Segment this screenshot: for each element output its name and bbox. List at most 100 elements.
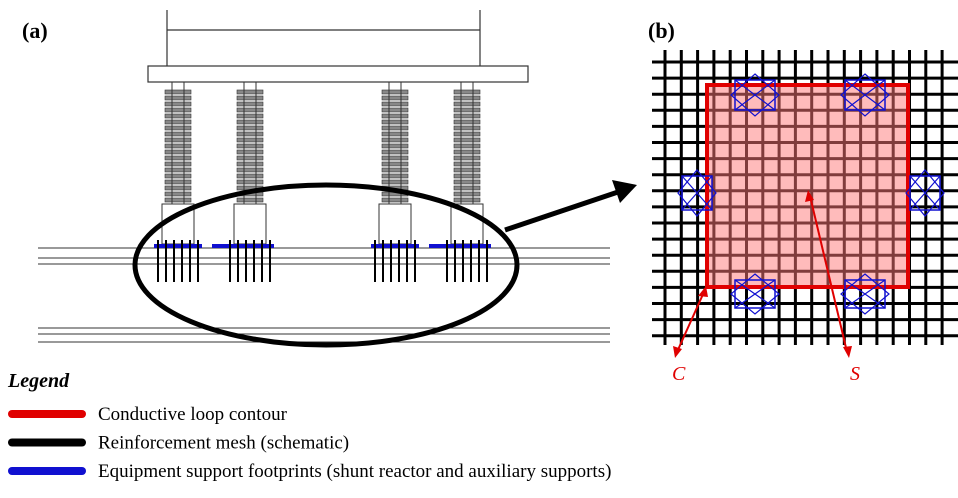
insulator-rib: [164, 167, 192, 173]
insulator-rib: [236, 89, 264, 95]
footprint: [730, 273, 780, 315]
insulator-rib: [236, 155, 264, 161]
insulator-rib: [453, 191, 481, 197]
pedestal: [233, 203, 267, 245]
insulator-rib: [164, 155, 192, 161]
insulator-rib: [236, 137, 264, 143]
insulator-rib: [381, 119, 409, 125]
arrow-head: [612, 180, 637, 203]
footprint: [734, 279, 776, 309]
legend: Conductive loop contour Reinforcement mes…: [8, 404, 611, 482]
highlight-ellipse: [132, 182, 520, 348]
insulator-rib: [381, 149, 409, 155]
arrow-head: [805, 190, 814, 202]
insulator-rib: [381, 101, 409, 107]
insulator-rib: [236, 125, 264, 131]
insulator-rib: [164, 161, 192, 167]
insulator-rib: [453, 101, 481, 107]
insulator-core: [171, 81, 185, 205]
insulator-rib: [453, 89, 481, 95]
insulator-core: [243, 81, 257, 205]
footprint: [734, 79, 776, 111]
insulator-rib: [453, 167, 481, 173]
insulator-rib: [236, 107, 264, 113]
footprint: [840, 73, 890, 117]
insulator-rib: [164, 119, 192, 125]
insulator-rib: [453, 95, 481, 101]
legend-label: Reinforcement mesh (schematic): [98, 433, 349, 454]
insulator-rib: [236, 197, 264, 203]
footprint: [909, 175, 941, 211]
insulator-rib: [164, 173, 192, 179]
insulator-rib: [453, 125, 481, 131]
insulator-rib: [381, 155, 409, 161]
insulator-core: [460, 81, 474, 205]
insulator-rib: [236, 179, 264, 185]
insulator-rib: [164, 89, 192, 95]
insulator-rib: [164, 113, 192, 119]
panel-b-drawing: [652, 50, 958, 358]
insulator-rib: [453, 197, 481, 203]
panel-a-drawing: [38, 10, 610, 343]
insulator-rib: [453, 155, 481, 161]
insulator-rib: [236, 161, 264, 167]
insulator-rib: [453, 173, 481, 179]
insulator-rib: [381, 89, 409, 95]
insulator-rib: [236, 143, 264, 149]
insulator-rib: [236, 131, 264, 137]
contour-pointer: [676, 291, 705, 353]
insulator-core: [388, 81, 402, 205]
insulator-rib: [453, 131, 481, 137]
contour-label: C: [672, 363, 686, 385]
insulator-rib: [236, 173, 264, 179]
insulator-rib: [164, 197, 192, 203]
insulator-rib: [381, 161, 409, 167]
insulator-rib: [453, 137, 481, 143]
legend-title: Legend: [7, 370, 70, 392]
insulator-rib: [164, 185, 192, 191]
insulator-rib: [381, 179, 409, 185]
panel-a-label: (a): [22, 18, 48, 43]
insulator-rib: [164, 95, 192, 101]
pedestal: [378, 203, 412, 245]
footprint: [840, 273, 890, 315]
insulator-rib: [453, 107, 481, 113]
insulator-rib: [381, 143, 409, 149]
insulator-rib: [236, 119, 264, 125]
footprint: [681, 175, 713, 211]
surface-label: S: [850, 363, 860, 385]
footprint: [844, 279, 886, 309]
insulator-rib: [381, 173, 409, 179]
footprint: [844, 79, 886, 111]
insulator-rib: [236, 95, 264, 101]
insulator-rib: [381, 107, 409, 113]
footprint: [730, 73, 780, 117]
insulator-rib: [236, 167, 264, 173]
insulator-rib: [164, 125, 192, 131]
legend-label: Conductive loop contour: [98, 404, 288, 425]
insulator-rib: [381, 197, 409, 203]
legend-label: Equipment support footprints (shunt reac…: [98, 461, 611, 482]
insulator-rib: [453, 119, 481, 125]
insulator-rib: [453, 149, 481, 155]
insulator-rib: [164, 143, 192, 149]
arrow-head: [843, 346, 852, 358]
insulator-rib: [453, 113, 481, 119]
insulator-rib: [236, 113, 264, 119]
insulator-rib: [381, 131, 409, 137]
insulator-rib: [164, 107, 192, 113]
footprint: [677, 169, 717, 217]
pointer-arrow: [504, 189, 619, 233]
insulator-rib: [381, 113, 409, 119]
insulator-rib: [164, 131, 192, 137]
footprint: [905, 169, 945, 217]
insulator-rib: [381, 137, 409, 143]
insulator-rib: [164, 179, 192, 185]
surface-pointer: [809, 195, 848, 353]
insulator-rib: [381, 95, 409, 101]
insulator-rib: [164, 191, 192, 197]
insulator-rib: [164, 149, 192, 155]
insulator-rib: [381, 167, 409, 173]
loop-area: [705, 83, 910, 289]
